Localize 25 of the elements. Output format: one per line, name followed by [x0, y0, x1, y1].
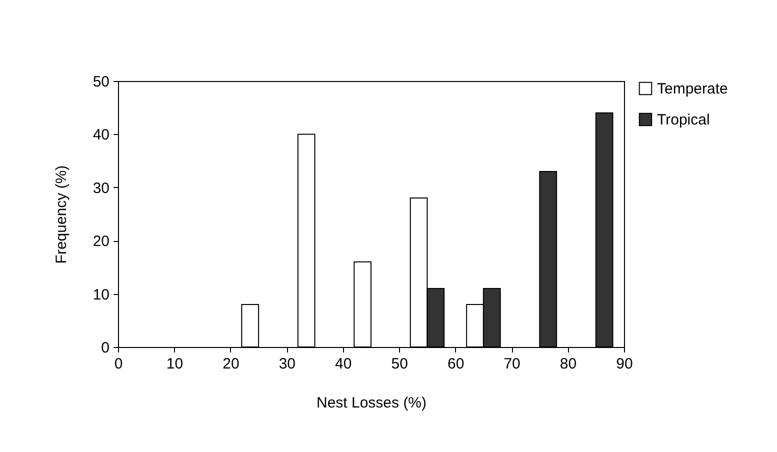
x-axis-title: Nest Losses (%): [316, 394, 427, 412]
bar: [354, 261, 372, 348]
bar: [595, 112, 614, 348]
y-tick-label: 50: [92, 74, 110, 90]
bar: [297, 134, 316, 348]
y-tick-label: 30: [92, 180, 110, 197]
x-tick-label: 60: [447, 356, 464, 372]
y-tick-label: 10: [92, 286, 110, 304]
x-tick-label: 90: [616, 356, 633, 372]
y-tick-label: 0: [101, 340, 110, 356]
x-tick-label: 50: [391, 356, 408, 372]
y-tick-label: 20: [92, 233, 110, 250]
x-tick-label: 20: [222, 356, 240, 372]
x-tick-label: 40: [335, 356, 352, 372]
x-tick-label: 10: [166, 356, 184, 372]
bar: [241, 304, 260, 348]
x-tick-label: 80: [560, 356, 577, 372]
legend-label: Tropical: [657, 112, 710, 128]
x-tick-label: 0: [114, 356, 123, 372]
x-tick-label: 30: [278, 356, 296, 372]
bar: [539, 170, 558, 348]
x-tick-label: 70: [504, 356, 520, 372]
y-tick-label: 40: [92, 126, 110, 144]
legend-label: Temperate: [657, 80, 728, 98]
y-axis-title: Frequency (%): [52, 165, 70, 264]
